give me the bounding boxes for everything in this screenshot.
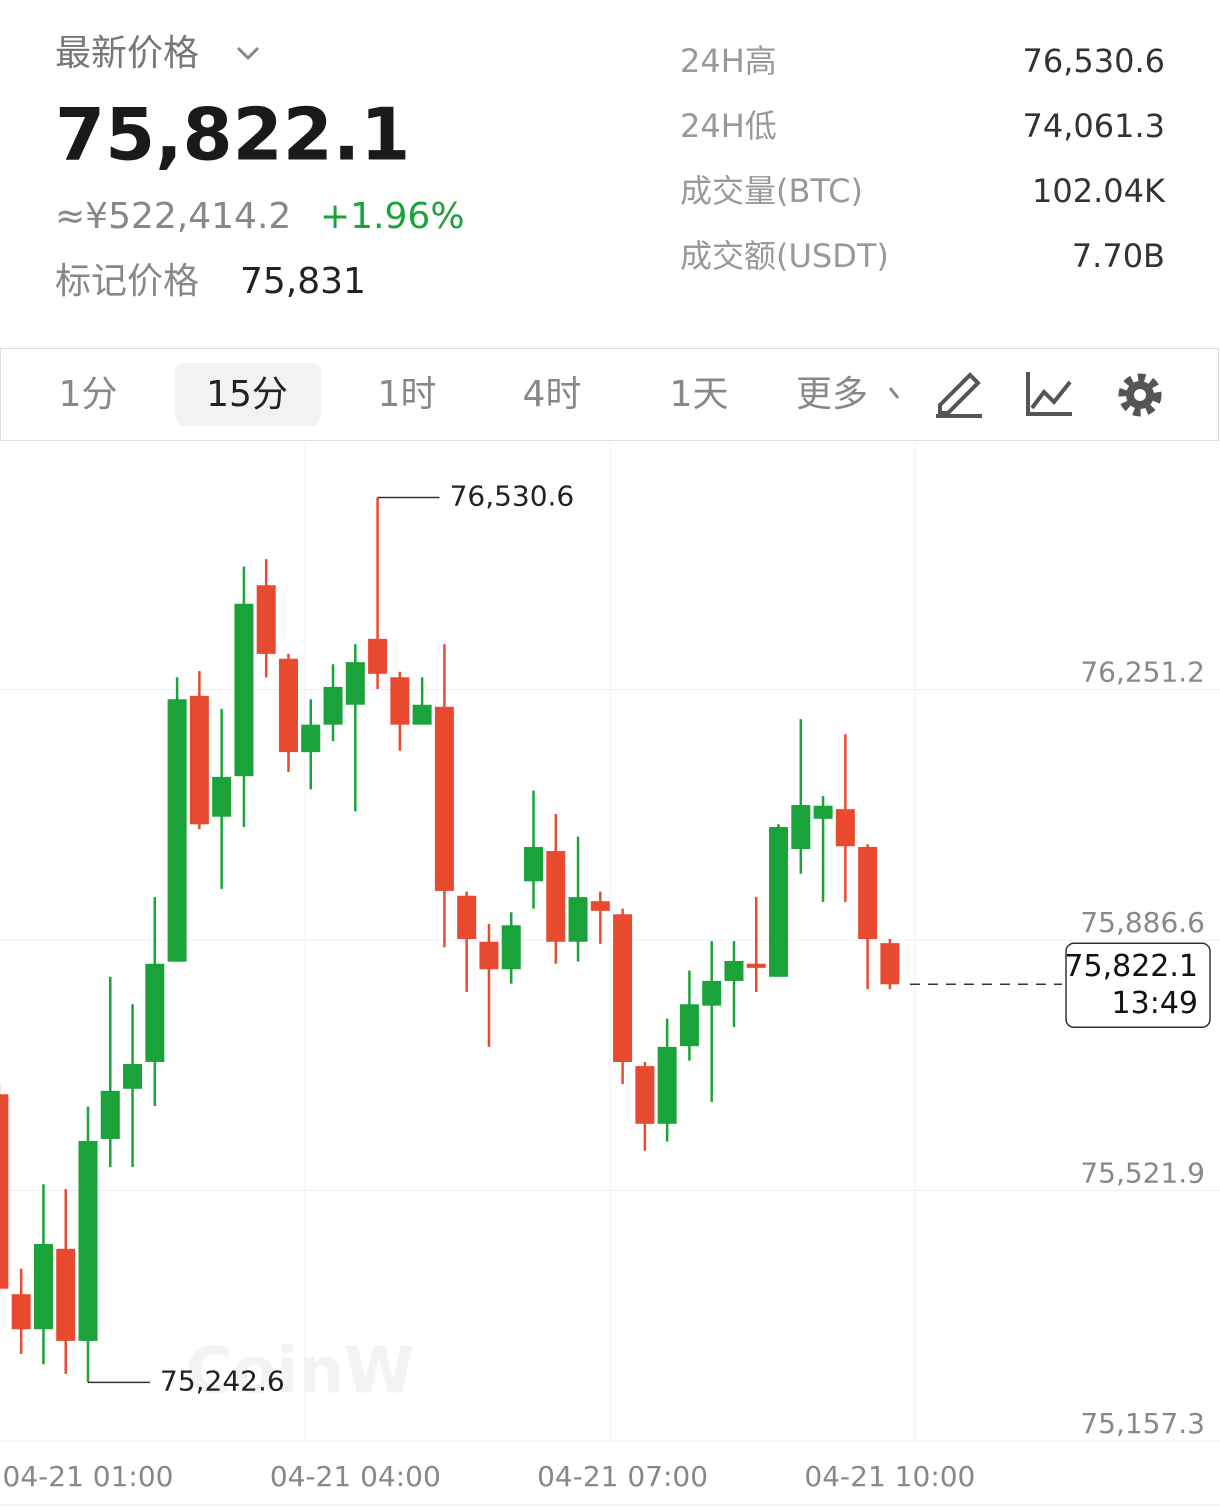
countdown: 13:49	[1112, 986, 1198, 1021]
candle-body	[390, 677, 410, 725]
candle-body	[323, 686, 343, 725]
candle-body	[679, 1004, 699, 1047]
candle-body	[345, 662, 365, 705]
cny-price: ≈¥522,414.2	[55, 196, 291, 237]
chart-grid	[0, 443, 1220, 1506]
tab[interactable]: 1时	[378, 374, 437, 415]
candle-body	[501, 925, 521, 970]
candle-body	[568, 897, 588, 942]
candle-body	[33, 1244, 53, 1330]
candle-body	[412, 704, 432, 725]
gear-hole	[1134, 389, 1146, 401]
annotation-label: 76,530.6	[450, 480, 575, 513]
candle-body	[657, 1046, 677, 1124]
stat-value: 7.70B	[1072, 237, 1165, 275]
candle-body	[145, 963, 165, 1062]
candle-body	[813, 805, 833, 819]
candle-body	[167, 699, 187, 962]
candle-body	[613, 914, 633, 1062]
x-tick-label: 04-21 07:00	[537, 1460, 708, 1493]
candle-body	[880, 943, 900, 985]
header: 最新价格 75,822.1 ≈¥522,414.2 +1.96% 标记价格 75…	[55, 33, 465, 302]
last-price-box	[1065, 942, 1211, 1029]
candle-body	[858, 846, 878, 940]
candle-body	[100, 1090, 120, 1139]
stat-label: 成交额(USDT)	[680, 237, 889, 275]
candle-body	[234, 603, 254, 777]
active-tab-bg	[175, 363, 321, 426]
tab[interactable]: 更多	[796, 374, 868, 415]
candle-body	[769, 827, 789, 977]
chevron[interactable]	[236, 46, 260, 61]
change: +1.96%	[320, 196, 465, 237]
stat-value: 76,530.6	[1023, 42, 1166, 80]
candle-body	[278, 658, 298, 753]
stat-label: 成交量(BTC)	[680, 172, 863, 210]
price-title[interactable]: 最新价格	[55, 33, 199, 74]
more-chevron[interactable]	[888, 387, 900, 399]
candle-body	[590, 901, 610, 911]
mark-label: 标记价格	[55, 261, 199, 302]
candle-body	[123, 1064, 143, 1089]
last-price: 75,822.1	[55, 93, 410, 177]
candle-body	[546, 851, 566, 942]
tab[interactable]: 15分	[206, 374, 288, 415]
stat-value: 74,061.3	[1023, 107, 1166, 145]
candle-body	[189, 695, 209, 825]
last-price-label: 75,822.1	[1064, 949, 1198, 984]
watermark: CoinW	[185, 1335, 414, 1409]
candle-body	[702, 980, 722, 1006]
candle-body	[835, 809, 855, 847]
candle-body	[0, 1094, 9, 1289]
tab-bar	[0, 348, 1219, 441]
gear-teeth	[1118, 373, 1162, 417]
x-tick-label: 04-21 10:00	[804, 1460, 975, 1493]
candle-body	[256, 585, 276, 654]
candle-body	[457, 895, 477, 940]
candle-body	[746, 963, 766, 968]
tab[interactable]: 1分	[59, 374, 118, 415]
candle-body	[724, 960, 744, 981]
y-tick-label: 76,251.2	[1080, 655, 1205, 688]
y-tick-label: 75,521.9	[1080, 1157, 1205, 1190]
stat-label: 24H高	[680, 42, 777, 80]
x-tick-label: 04-21 01:00	[3, 1460, 174, 1493]
candle-body	[434, 706, 454, 891]
candle-body	[212, 776, 232, 817]
x-tick-label: 04-21 04:00	[270, 1460, 441, 1493]
y-tick-label: 75,157.3	[1080, 1407, 1205, 1440]
tab[interactable]: 4时	[523, 374, 582, 415]
candle-body	[56, 1248, 76, 1341]
candle-body	[479, 941, 499, 970]
candle-body	[791, 805, 811, 850]
candle-body	[78, 1140, 98, 1341]
candle-body	[11, 1294, 31, 1330]
mark-price: 75,831	[240, 261, 366, 302]
y-tick-label: 75,886.6	[1080, 906, 1205, 939]
tab[interactable]: 1天	[670, 374, 729, 415]
candle-body	[368, 638, 388, 674]
stat-value: 102.04K	[1032, 172, 1166, 210]
candle-body	[635, 1066, 655, 1124]
stat-label: 24H低	[680, 107, 777, 145]
indicator-icon[interactable]	[1026, 372, 1072, 416]
candle-body	[301, 724, 321, 753]
settings-icon[interactable]	[1118, 373, 1162, 417]
annotation-label: 75,242.6	[160, 1364, 285, 1397]
candle-body	[524, 846, 543, 882]
draw-icon[interactable]	[936, 372, 982, 418]
